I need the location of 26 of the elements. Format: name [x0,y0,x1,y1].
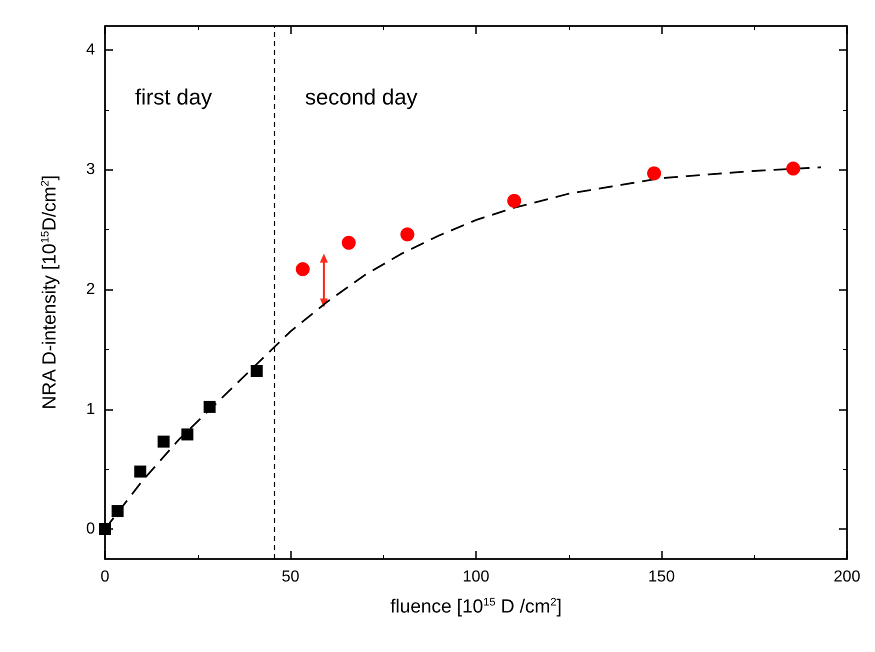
point [158,436,170,448]
point [296,262,310,276]
y-tick-label: 1 [86,400,96,418]
point [342,236,356,250]
y-tick-label: 3 [86,161,96,178]
x-tick-label: 150 [648,568,675,586]
point [507,194,522,208]
point [134,466,146,478]
x-tick-label: 50 [282,568,300,586]
y-axis-title: NRA D-intensity [1015D/cm2] [40,175,60,410]
y-tick-label: 4 [86,41,96,58]
y-tick-label: 0 [86,520,96,538]
x-tick-label: 100 [462,568,490,586]
point [181,428,194,440]
point [99,523,111,536]
point [647,166,662,180]
annotation: second day [305,84,418,110]
x-tick-label: 0 [100,568,110,586]
annotation: first day [135,84,212,110]
point [204,400,216,413]
point [786,162,800,176]
point [250,364,263,377]
x-tick-label: 200 [834,568,860,586]
y-tick-label: 2 [86,281,96,298]
point [112,505,124,518]
point [400,227,414,242]
